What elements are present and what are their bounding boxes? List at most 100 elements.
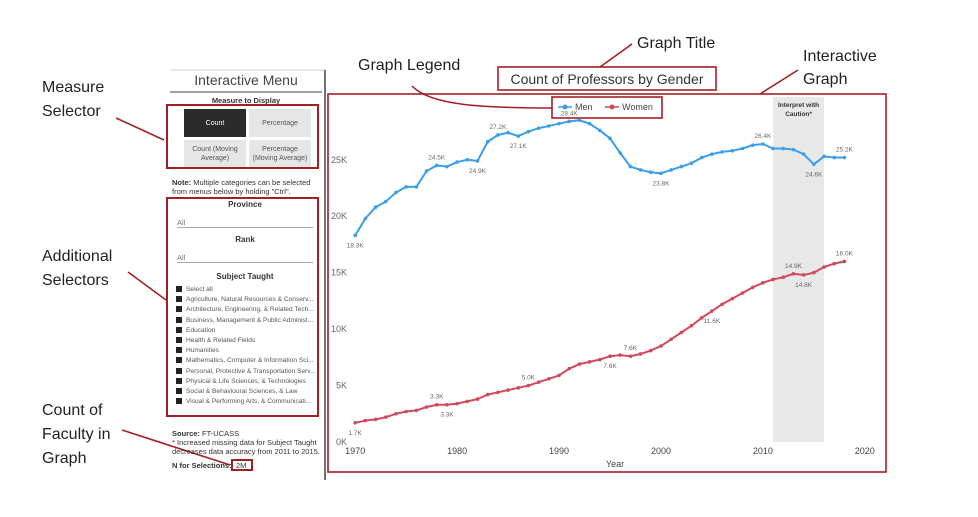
data-point [771, 277, 775, 282]
data-point [618, 151, 622, 155]
footnote: * Increased missing data for Subject Tau… [172, 438, 320, 456]
data-point [689, 161, 694, 165]
highlight-box [327, 93, 887, 473]
subject-text: Humanities [186, 347, 219, 355]
data-point [761, 142, 765, 146]
subject-option[interactable]: Humanities [176, 347, 219, 354]
legend-swatch [609, 104, 615, 110]
data-point [781, 146, 786, 151]
x-tick-label: 1990 [549, 446, 569, 456]
data-label: 3.3K [430, 394, 444, 401]
data-point [424, 405, 429, 409]
y-tick-label: 20K [331, 211, 347, 221]
data-label: 16.0K [836, 250, 854, 257]
measure-button[interactable]: Percentage (Moving Average) [249, 140, 311, 168]
data-point [394, 190, 398, 195]
caution-label: Interpret with [778, 102, 819, 109]
checkbox[interactable] [176, 286, 182, 292]
subject-option[interactable]: Agriculture, Natural Resources & Conserv… [176, 296, 313, 303]
data-point [506, 388, 510, 392]
legend-label: Women [622, 102, 653, 112]
data-point [536, 380, 541, 384]
subject-option[interactable]: Visual & Performing Arts, & Communicati.… [176, 398, 311, 405]
checkbox[interactable] [176, 398, 182, 405]
data-point [669, 337, 673, 342]
data-point [455, 160, 459, 164]
source-label: Source: [172, 429, 200, 438]
data-point [740, 291, 745, 295]
data-label: 27.2K [489, 124, 507, 131]
data-point [496, 390, 500, 395]
data-point [689, 323, 694, 328]
annotation: Selector [42, 103, 101, 120]
data-point [699, 316, 704, 320]
highlight-box [231, 459, 253, 471]
menu-title: Interactive Menu [194, 72, 298, 88]
province-dropdown[interactable]: All [177, 218, 313, 228]
checkbox[interactable] [176, 337, 182, 343]
data-point [740, 146, 745, 151]
x-tick-label: 2020 [855, 446, 875, 456]
data-point [679, 164, 684, 169]
data-point [373, 205, 378, 210]
data-point [536, 126, 541, 130]
data-point [720, 150, 724, 154]
subject-option[interactable]: Social & Behavioural Sciences, & Law [176, 388, 297, 395]
measure-button[interactable]: Count [184, 109, 246, 137]
x-tick-label: 2010 [753, 446, 773, 456]
annotation: Selectors [42, 272, 109, 289]
checkbox[interactable] [176, 377, 182, 384]
data-point [404, 185, 408, 189]
data-point [383, 199, 388, 204]
data-label: 24.5K [428, 154, 446, 161]
subject-option[interactable]: Select all [176, 286, 213, 293]
checkbox[interactable] [176, 388, 182, 394]
source-text: FT-UCASS [202, 429, 240, 438]
checkbox[interactable] [176, 326, 182, 333]
rank-dropdown[interactable]: All [177, 253, 313, 263]
measure-button[interactable]: Percentage [249, 109, 311, 137]
checkbox[interactable] [176, 306, 182, 313]
data-point [404, 409, 408, 414]
data-point [801, 273, 806, 277]
subject-text: Mathematics, Computer & Information Sci.… [186, 357, 314, 365]
data-point [618, 353, 622, 357]
subject-option[interactable]: Education [176, 326, 215, 334]
arrow [599, 43, 633, 68]
y-tick-label: 0K [336, 437, 347, 447]
subject-option[interactable]: Architecture, Engineering, & Related Tec… [176, 306, 314, 313]
subject-option[interactable]: Personal, Protective & Transportation Se… [176, 367, 316, 375]
subject-text: Social & Behavioural Sciences, & Law [186, 388, 298, 395]
arrow [411, 85, 553, 109]
data-label: 26.4K [754, 133, 772, 140]
x-axis-label: Year [606, 459, 624, 469]
data-point [414, 185, 419, 189]
measure-button[interactable]: Count (Moving Average) [184, 140, 246, 168]
subject-option[interactable]: Mathematics, Computer & Information Sci.… [176, 357, 314, 364]
annotation: Measure [42, 79, 104, 96]
y-tick-label: 15K [331, 268, 347, 278]
checkbox[interactable] [176, 367, 182, 374]
data-point [842, 259, 847, 264]
data-point [659, 344, 663, 348]
checkbox[interactable] [176, 316, 182, 323]
subject-option[interactable]: Business, Management & Public Administ..… [176, 316, 313, 324]
subject-option[interactable]: Physical & Life Sciences, & Technologies [176, 377, 306, 385]
checkbox[interactable] [176, 347, 182, 354]
data-point [822, 154, 826, 159]
checkbox[interactable] [176, 357, 182, 364]
data-label: 7.6K [624, 345, 638, 352]
data-point [485, 139, 490, 144]
annotation: Graph Title [637, 35, 715, 52]
highlight-box [551, 96, 663, 119]
checkbox[interactable] [176, 296, 182, 303]
data-point [628, 164, 633, 169]
data-point [485, 392, 490, 397]
subject-text: Personal, Protective & Transportation Se… [186, 367, 316, 375]
arrow [121, 429, 231, 466]
note: Note: Multiple categories can be selecte… [172, 178, 318, 196]
data-point [567, 119, 572, 124]
data-point [761, 281, 765, 285]
subject-text: Select all [186, 286, 213, 293]
subject-option[interactable]: Health & Related Fields [176, 337, 255, 344]
